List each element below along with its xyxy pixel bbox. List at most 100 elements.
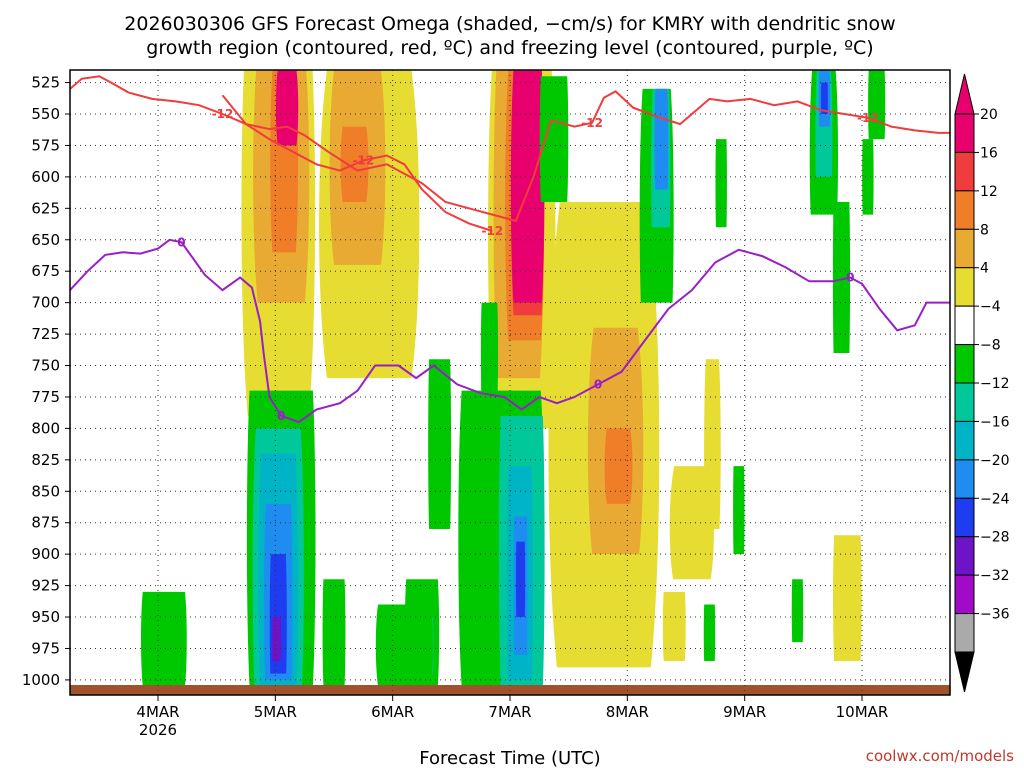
colorbar-bin [954,267,975,307]
omega-region [669,466,715,580]
x-tick-sublabel: 2026 [139,721,177,739]
colorbar-label: −20 [980,453,1010,469]
omega-region [480,302,499,404]
omega-region [662,591,686,662]
x-tick-label: 6MAR [371,703,414,721]
colorbar-top-arrow [954,73,975,115]
y-tick-label: 900 [31,545,60,563]
colorbar-bin [954,459,975,499]
y-tick-label: 600 [31,168,60,186]
omega-region [322,579,346,687]
colorbar-bin [954,113,975,153]
colorbar-label: −16 [980,414,1010,430]
colorbar-label: −8 [980,338,1001,354]
omega-region [833,535,862,662]
omega-region [868,70,886,140]
omega-region [516,82,540,291]
freezing-level-line-label: 0 [846,270,854,284]
x-axis-label: Forecast Time (UTC) [419,748,600,768]
y-tick-label: 675 [31,262,60,280]
y-tick-label: 775 [31,388,60,406]
dgz-bottom-line [221,94,493,232]
colorbar-label: 20 [980,107,998,123]
omega-region [275,70,299,146]
y-tick-label: 700 [31,294,60,312]
colorbar: 20 16 12 8 4 −4 −8 −12 −16 −20 −24 −28 −32 −36 [954,73,1010,693]
colorbar-bin [954,190,975,230]
freezing-level-line [70,238,950,424]
dgz-top-line-label: -12 [212,107,234,121]
colorbar-label: −32 [980,568,1010,584]
dgz-top-line-label: -12 [857,111,879,125]
y-tick-label: 525 [31,74,60,92]
x-tick-label: 9MAR [723,703,766,721]
y-tick-label: 725 [31,325,60,343]
omega-region [375,604,433,687]
colorbar-label: 12 [980,184,998,200]
x-tick-label: 8MAR [606,703,649,721]
omega-region [715,139,727,228]
x-tick-label: 5MAR [254,703,297,721]
y-tick-label: 875 [31,514,60,532]
colorbar-bin [954,497,975,538]
colorbar-bin [954,613,975,653]
y-tick-label: 1000 [22,671,60,689]
colorbar-label: 4 [980,261,989,277]
credit-text: coolwx.com/models [866,747,1014,765]
y-axis: 525 550 575 600 625 650 675 700 725 750 775 800 825 8… [22,74,70,689]
colorbar-bin [954,344,975,384]
colorbar-bin [954,228,975,269]
y-tick-label: 625 [31,199,60,217]
dgz-bottom-line-label: -12 [482,224,504,238]
colorbar-bin [954,151,975,192]
omega-region [271,617,282,662]
omega-region [704,359,721,530]
chart-title-line2: growth region (contoured, red, ºC) and f… [146,37,873,59]
omega-region [539,76,569,203]
omega-region [515,541,526,618]
colorbar-bin [954,536,975,576]
y-tick-label: 650 [31,231,60,249]
y-tick-label: 925 [31,577,60,595]
colorbar-label: 16 [980,145,998,161]
y-tick-label: 850 [31,482,60,500]
y-tick-label: 800 [31,419,60,437]
colorbar-label: −28 [980,530,1010,546]
colorbar-bin [954,420,975,461]
y-tick-label: 825 [31,451,60,469]
y-tick-label: 975 [31,639,60,657]
x-tick-label: 4MAR [136,703,179,721]
colorbar-bin [954,574,975,615]
contour-lines: 0 0 0 0 -12 -12 -12 -12 -12 [70,75,950,424]
grid-lines [70,70,950,695]
x-tick-label: 7MAR [488,703,531,721]
dgz-top-line [70,75,950,223]
colorbar-bottom-arrow [954,651,975,693]
omega-region [821,82,828,115]
freezing-level-line-label: 0 [177,235,185,249]
colorbar-label: −36 [980,607,1010,623]
x-tick-label: 10MAR [836,703,889,721]
omega-region [654,88,669,190]
colorbar-bin [954,305,975,346]
colorbar-label: −4 [980,299,1001,315]
omega-region [733,466,745,555]
y-tick-label: 550 [31,105,60,123]
omega-region [703,604,716,662]
omega-region [428,359,452,530]
omega-region [604,428,633,504]
colorbar-label: −24 [980,491,1010,507]
freezing-level-line-label: 0 [277,409,285,423]
y-tick-label: 750 [31,357,60,375]
colorbar-label: −12 [980,376,1010,392]
y-tick-label: 575 [31,136,60,154]
omega-region [862,139,874,215]
dgz-top-line-label: -12 [581,116,603,130]
y-tick-label: 950 [31,608,60,626]
dgz-bottom-line-label: -12 [352,154,374,168]
freezing-level-line-label: 0 [594,377,602,391]
omega-region [791,579,804,643]
omega-region [140,591,187,687]
